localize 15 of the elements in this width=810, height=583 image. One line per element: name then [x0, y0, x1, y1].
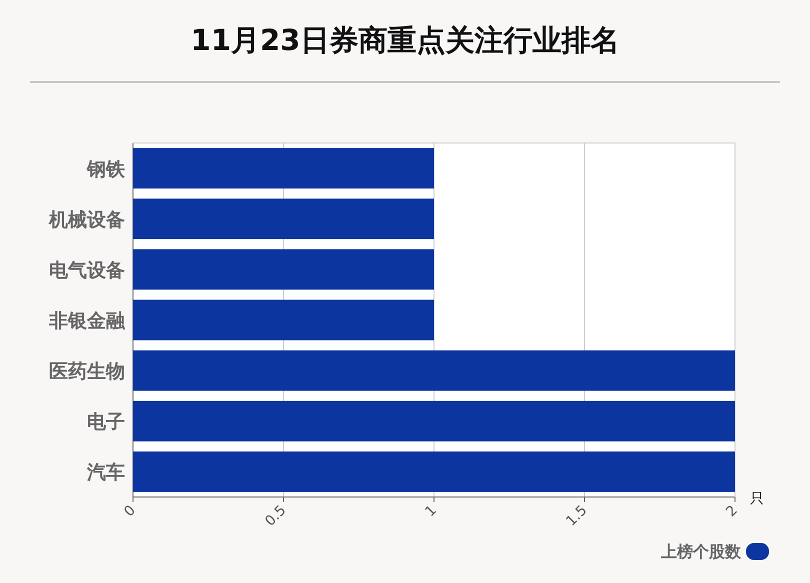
chart-title: 11月23日券商重点关注行业排名 [190, 23, 620, 57]
x-axis-title: 只 [750, 491, 764, 507]
y-tick-label: 医药生物 [49, 360, 125, 383]
y-tick-label: 机械设备 [48, 208, 125, 231]
y-tick-label: 钢铁 [86, 158, 126, 180]
x-tick-label: 0.5 [262, 502, 290, 530]
y-tick-label: 电子 [87, 411, 125, 434]
y-tick-label: 电气设备 [49, 259, 125, 282]
x-tick-label: 1 [422, 502, 440, 520]
x-tick-label: 0 [121, 502, 139, 520]
x-tick-label: 2 [723, 502, 741, 520]
x-tick-label: 1.5 [563, 502, 590, 530]
y-tick-label: 汽车 [86, 462, 125, 484]
legend-label: 上榜个股数 [660, 542, 742, 561]
y-tick-label: 非银金融 [48, 310, 126, 332]
